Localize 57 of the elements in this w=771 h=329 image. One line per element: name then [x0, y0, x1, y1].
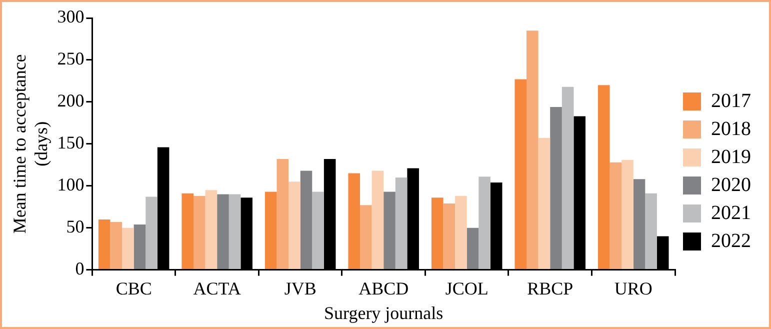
- y-tick-label: 150: [57, 132, 84, 153]
- bar: [228, 194, 241, 270]
- y-tick-label: 250: [57, 48, 84, 69]
- y-tick-label: 200: [57, 90, 84, 111]
- bar: [455, 196, 467, 270]
- bar: [550, 106, 562, 270]
- bar: [360, 205, 372, 270]
- x-tick-label: RBCP: [527, 278, 574, 298]
- bar: [633, 179, 646, 270]
- bar: [182, 193, 194, 270]
- bar: [645, 193, 657, 270]
- y-tick-label: 100: [57, 174, 84, 195]
- bar: [610, 162, 622, 270]
- bar: [122, 228, 134, 270]
- bar: [288, 182, 300, 270]
- bar: [478, 176, 490, 270]
- bar: [146, 196, 158, 270]
- bar: [134, 224, 146, 270]
- bar: [372, 170, 384, 270]
- bar: [348, 173, 360, 270]
- legend-label: 2020: [711, 174, 751, 196]
- legend-label: 2022: [711, 230, 751, 252]
- bar: [562, 86, 574, 270]
- bar: [98, 219, 110, 270]
- y-tick-label: 0: [75, 258, 84, 279]
- y-tick-label: 50: [66, 216, 84, 237]
- bar: [384, 192, 396, 270]
- y-axis-title: Mean time to acceptance (days): [10, 54, 52, 234]
- legend-label: 2021: [711, 202, 751, 224]
- x-tick-label: URO: [614, 278, 652, 298]
- legend-label: 2017: [711, 90, 751, 112]
- bar: [443, 203, 456, 270]
- legend-label: 2018: [711, 118, 751, 140]
- x-tick-label: ACTA: [193, 278, 241, 298]
- bar: [312, 192, 324, 270]
- bar: [205, 190, 218, 270]
- bar: [300, 170, 312, 270]
- bar: [193, 196, 206, 270]
- x-tick-label: ABCD: [358, 278, 409, 298]
- legend-label: 2019: [711, 146, 751, 168]
- x-tick-label: JCOL: [445, 278, 488, 298]
- x-axis-title: Surgery journals: [324, 302, 444, 323]
- x-tick-label: JVB: [284, 278, 316, 298]
- bar: [110, 222, 122, 270]
- y-tick-label: 300: [57, 6, 84, 27]
- bar: [431, 198, 444, 270]
- bar: [217, 194, 229, 270]
- bar: [538, 138, 550, 270]
- bar: [466, 228, 479, 270]
- bar: [276, 159, 289, 270]
- bar: [514, 79, 527, 270]
- bar: [264, 192, 277, 270]
- bar: [526, 30, 538, 270]
- x-tick-label: CBC: [116, 278, 152, 298]
- bar: [395, 177, 408, 270]
- bar: [622, 160, 634, 270]
- bar: [598, 85, 610, 270]
